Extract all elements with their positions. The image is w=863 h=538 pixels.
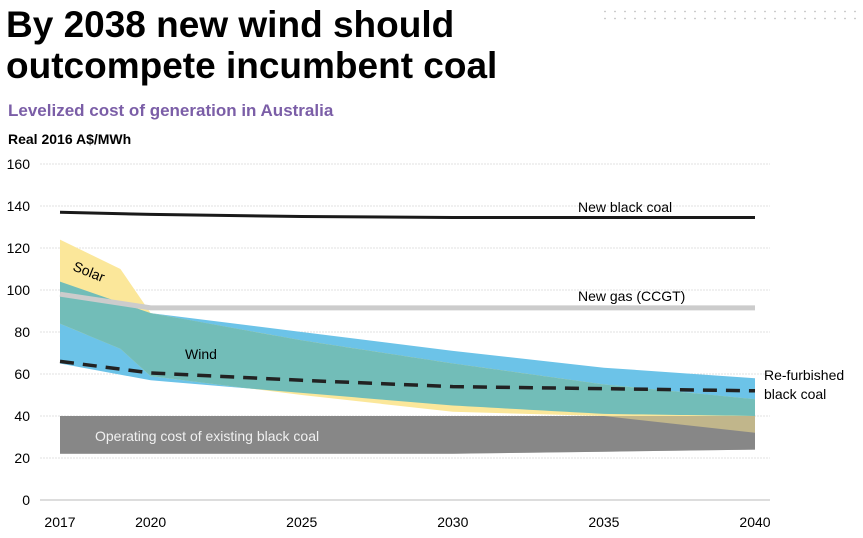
new-gas-line — [59, 291, 755, 311]
label-new-black-coal: New black coal — [578, 199, 672, 215]
x-tick-label: 2035 — [588, 514, 619, 530]
y-tick-label: 80 — [14, 324, 30, 340]
y-tick-label: 0 — [22, 492, 30, 508]
y-tick-label: 60 — [14, 366, 30, 382]
y-tick-label: 100 — [7, 282, 31, 298]
existing-coal-band — [60, 416, 755, 454]
y-tick-label: 40 — [14, 408, 30, 424]
chart-title: Levelized cost of generation in Australi… — [8, 101, 334, 120]
y-tick-label: 120 — [7, 240, 31, 256]
existing-coal-overlay — [60, 416, 755, 454]
x-tick-label: 2040 — [739, 514, 770, 530]
title-line-1: By 2038 new wind should — [6, 4, 455, 45]
y-tick-label: 20 — [14, 450, 30, 466]
new-black-coal-line — [59, 210, 755, 220]
x-tick-label: 2017 — [44, 514, 75, 530]
y-tick-label: 160 — [7, 156, 31, 172]
label-refurbished-line2: black coal — [764, 386, 826, 402]
wind-solar-overlap — [60, 281, 755, 416]
x-tick-label: 2025 — [286, 514, 317, 530]
title-line-2: outcompete incumbent coal — [6, 45, 498, 86]
refurbished-coal-line — [59, 359, 756, 393]
x-tick-label: 2030 — [437, 514, 468, 530]
label-wind: Wind — [185, 346, 217, 362]
y-tick-label: 140 — [7, 198, 31, 214]
y-axis-label: Real 2016 A$/MWh — [8, 131, 132, 147]
decorative-dots — [600, 8, 862, 22]
label-refurbished-line1: Re-furbished — [764, 367, 844, 383]
page-title: By 2038 new wind should outcompete incumb… — [6, 4, 497, 86]
label-new-gas: New gas (CCGT) — [578, 288, 685, 304]
x-tick-label: 2020 — [135, 514, 166, 530]
label-existing-coal: Operating cost of existing black coal — [95, 428, 319, 444]
